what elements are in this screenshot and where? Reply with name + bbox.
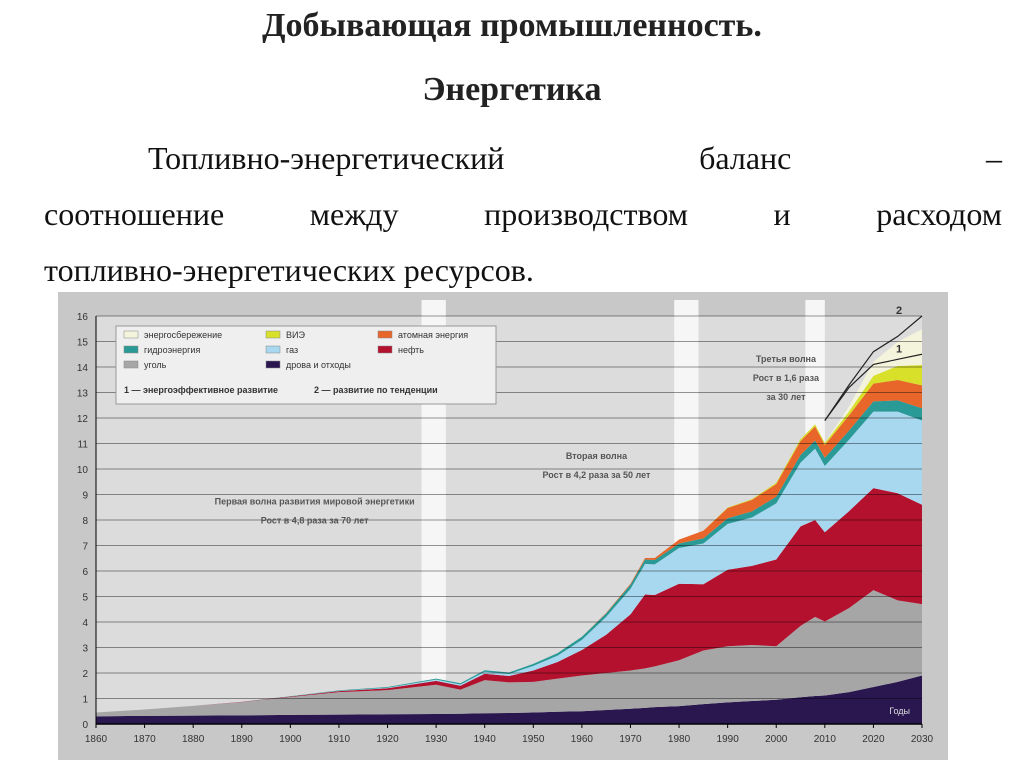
y-tick-label: 10 (77, 465, 89, 476)
legend-note: 1 — энергоэффективное развитие (124, 385, 278, 395)
y-tick-label: 12 (77, 414, 89, 425)
paragraph-word: соотношение (44, 196, 225, 232)
paragraph-word: Топливно-энергетический (148, 140, 505, 176)
area-series (96, 411, 922, 713)
y-tick-label: 0 (82, 720, 88, 731)
x-tick-label: 1920 (376, 734, 399, 745)
y-tick-label: 13 (77, 389, 89, 400)
x-tick-label: 1870 (133, 734, 156, 745)
annotation-text: Вторая волна (566, 451, 628, 461)
y-tick-label: 2 (82, 669, 88, 680)
paragraph-line-1: Топливно-энергетический баланс – (44, 130, 1002, 186)
legend-swatch (123, 330, 139, 339)
legend-label: нефть (398, 345, 424, 355)
x-tick-label: 2000 (765, 734, 788, 745)
legend-swatch (265, 330, 281, 339)
paragraph-word: между (309, 196, 399, 232)
legend-label: газ (286, 345, 298, 355)
annotation-text: за 30 лет (766, 392, 806, 402)
area-series (96, 675, 922, 724)
y-tick-label: 3 (82, 644, 88, 655)
y-tick-label: 14 (77, 363, 89, 374)
legend-label: уголь (144, 360, 167, 370)
x-tick-label: 2010 (814, 734, 837, 745)
area-series (96, 590, 922, 717)
legend-swatch (123, 360, 139, 369)
y-tick-label: 1 (82, 695, 88, 706)
y-tick-label: 5 (82, 593, 88, 604)
legend-swatch (265, 345, 281, 354)
scenario-label: 1 (896, 343, 902, 355)
y-tick-label: 4 (82, 618, 88, 629)
x-tick-label: 1980 (668, 734, 691, 745)
title-line-2: Энергетика (422, 71, 602, 108)
legend-swatch (123, 345, 139, 354)
area-series (96, 488, 922, 713)
x-tick-label: 1890 (231, 734, 254, 745)
scenario-line (824, 315, 923, 421)
legend-box (115, 325, 497, 405)
legend-label: ВИЭ (286, 330, 305, 340)
x-tick-label: 1860 (85, 734, 108, 745)
y-tick-label: 8 (82, 516, 88, 527)
x-tick-label: 1970 (619, 734, 642, 745)
annotation-text: Рост в 4,2 раза за 50 лет (543, 470, 651, 480)
paragraph-word: – (986, 140, 1002, 176)
y-tick-label: 15 (77, 338, 89, 349)
x-tick-label: 1930 (425, 734, 448, 745)
paragraph-line-3: топливно-энергетических ресурсов. (44, 252, 534, 288)
x-tick-label: 1900 (279, 734, 302, 745)
y-tick-label: 7 (82, 542, 88, 553)
legend-label: энергосбережение (144, 330, 222, 340)
legend-swatch (377, 330, 393, 339)
y-tick-label: 9 (82, 491, 88, 502)
definition-paragraph: Топливно-энергетический баланс – соотнош… (44, 130, 1002, 298)
legend-label: дрова и отходы (286, 360, 351, 370)
annotation-text: Рост в 1,6 раза (753, 373, 820, 383)
annotation-text: Третья волна (756, 354, 817, 364)
annotation-text: Рост в 4,8 раза за 70 лет (261, 516, 369, 526)
y-tick-label: 11 (78, 440, 89, 451)
annotation-text: Первая волна развития мировой энергетики (215, 497, 415, 507)
legend-note: 2 — развитие по тенденции (314, 385, 438, 395)
x-tick-label: 1950 (522, 734, 545, 745)
legend-label: атомная энергия (398, 330, 468, 340)
x-tick-label: 1990 (717, 734, 740, 745)
x-tick-label: 2030 (911, 734, 934, 745)
legend-label: гидроэнергия (144, 345, 200, 355)
scenario-label: 2 (896, 305, 902, 317)
x-tick-label: 2020 (862, 734, 885, 745)
paragraph-word: и (773, 196, 791, 232)
x-tick-label: 1880 (182, 734, 205, 745)
paragraph-word: баланс (699, 140, 792, 176)
x-axis-unit: Годы (889, 706, 910, 716)
legend-swatch (377, 345, 393, 354)
x-tick-label: 1910 (328, 734, 351, 745)
y-tick-label: 6 (82, 567, 88, 578)
legend-swatch (265, 360, 281, 369)
x-tick-label: 1960 (571, 734, 594, 745)
title-line-1: Добывающая промышленность. (262, 7, 762, 44)
y-tick-label: 16 (77, 312, 89, 323)
scenario-line (824, 353, 923, 421)
paragraph-line-2: соотношение между производством и расход… (44, 186, 1002, 242)
paragraph-word: производством (484, 196, 688, 232)
x-tick-label: 1940 (474, 734, 497, 745)
paragraph-word: расходом (876, 196, 1002, 232)
